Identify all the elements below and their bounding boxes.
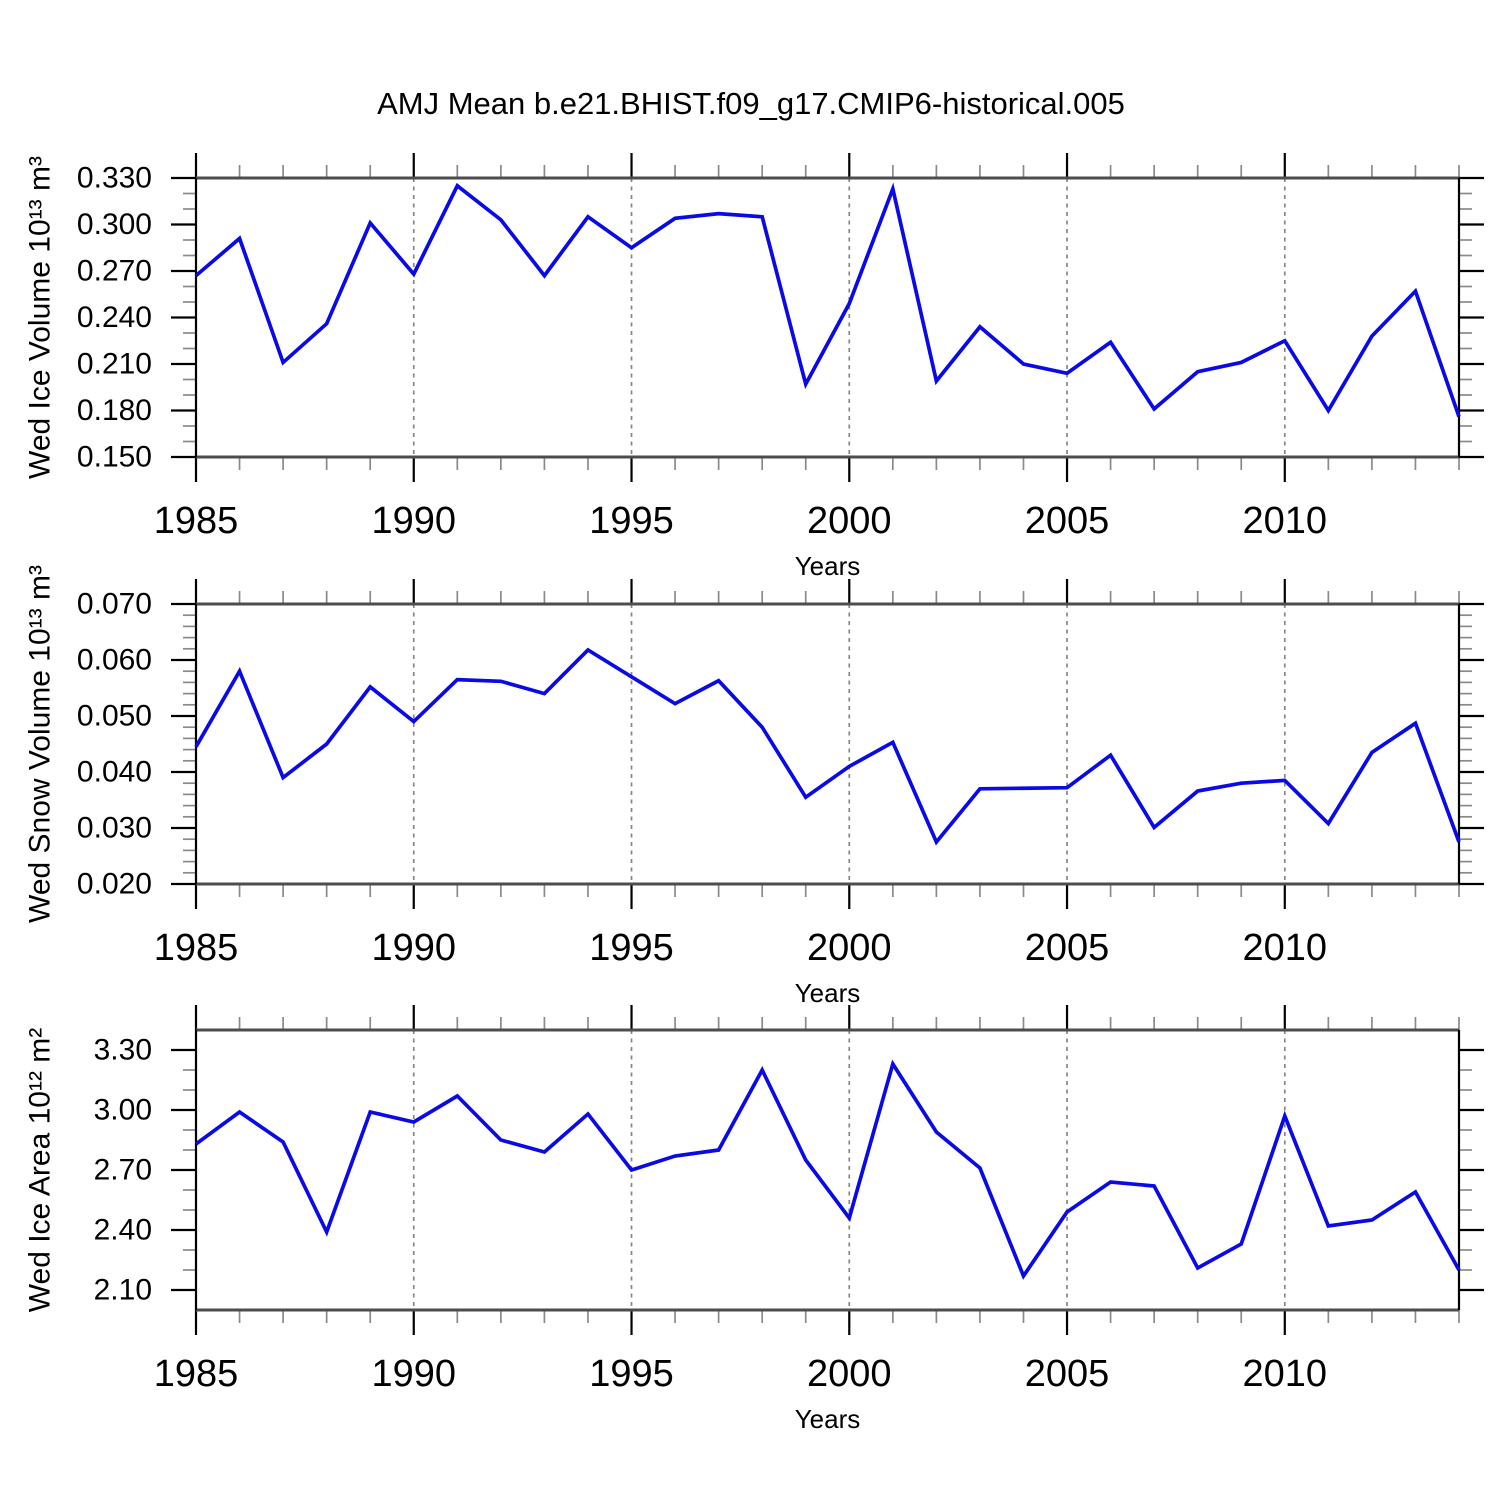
y-tick-label: 0.330	[77, 162, 152, 195]
y-tick-label: 3.00	[94, 1094, 152, 1127]
x-tick-label: 1990	[371, 1353, 456, 1395]
x-tick-label: 2000	[807, 1353, 892, 1395]
y-ticks	[171, 176, 1484, 459]
wed-ice-area-panel: 3.30 3.00 2.70 2.40 2.10 1985 1990 1995 2000 2005…	[24, 1005, 1484, 1434]
x-gridlines	[412, 604, 1286, 884]
y-tick-label: 0.180	[77, 394, 152, 427]
x-tick-label: 1985	[154, 927, 239, 969]
x-tick-label: 2010	[1243, 500, 1328, 542]
x-tick-label: 2010	[1243, 1353, 1328, 1395]
y-axis-title: Wed Snow Volume 10¹³ m³	[24, 565, 57, 923]
x-axis-title: Years	[795, 1404, 861, 1434]
x-tick-label: 1990	[371, 927, 456, 969]
x-axis-title: Years	[795, 551, 861, 581]
axis-box	[194, 176, 1461, 459]
y-tick-label: 2.10	[94, 1274, 152, 1307]
y-tick-label: 0.050	[77, 700, 152, 733]
x-ticks	[194, 1005, 1460, 1335]
y-tick-label: 2.40	[94, 1214, 152, 1247]
y-tick-label: 0.040	[77, 756, 152, 789]
x-ticks	[194, 579, 1460, 909]
x-gridlines	[412, 178, 1286, 457]
y-ticks	[171, 1048, 1484, 1292]
y-tick-label: 0.030	[77, 812, 152, 845]
x-tick-label: 1995	[589, 1353, 674, 1395]
data-line	[194, 182, 1461, 418]
figure-title: AMJ Mean b.e21.BHIST.f09_g17.CMIP6-histo…	[377, 86, 1125, 121]
x-tick-label: 1985	[154, 1353, 239, 1395]
y-axis-title: Wed Ice Volume 10¹³ m³	[24, 156, 57, 479]
x-tick-label: 1995	[589, 927, 674, 969]
axis-box	[194, 1028, 1461, 1312]
y-tick-label: 0.300	[77, 208, 152, 241]
y-tick-label: 0.270	[77, 255, 152, 288]
y-tick-label: 0.060	[77, 644, 152, 677]
y-tick-label: 0.020	[77, 868, 152, 901]
y-tick-label: 3.30	[94, 1034, 152, 1067]
x-axis-title: Years	[795, 978, 861, 1008]
x-ticks	[194, 153, 1460, 482]
x-tick-label: 1995	[589, 500, 674, 542]
x-tick-label: 2010	[1243, 927, 1328, 969]
x-tick-label: 2000	[807, 500, 892, 542]
x-tick-label: 1990	[371, 500, 456, 542]
x-tick-label: 2005	[1025, 500, 1110, 542]
x-tick-label: 2000	[807, 927, 892, 969]
x-tick-label: 1985	[154, 500, 239, 542]
x-tick-label: 2005	[1025, 927, 1110, 969]
y-tick-label: 0.070	[77, 588, 152, 621]
y-tick-label: 0.210	[77, 348, 152, 381]
y-ticks	[171, 602, 1484, 886]
y-tick-label: 2.70	[94, 1154, 152, 1187]
y-axis-title: Wed Ice Area 10¹² m²	[24, 1028, 57, 1313]
y-tick-label: 0.240	[77, 301, 152, 334]
y-tick-label: 0.150	[77, 441, 152, 474]
x-tick-label: 2005	[1025, 1353, 1110, 1395]
data-line	[194, 647, 1461, 846]
data-line	[194, 1059, 1461, 1280]
